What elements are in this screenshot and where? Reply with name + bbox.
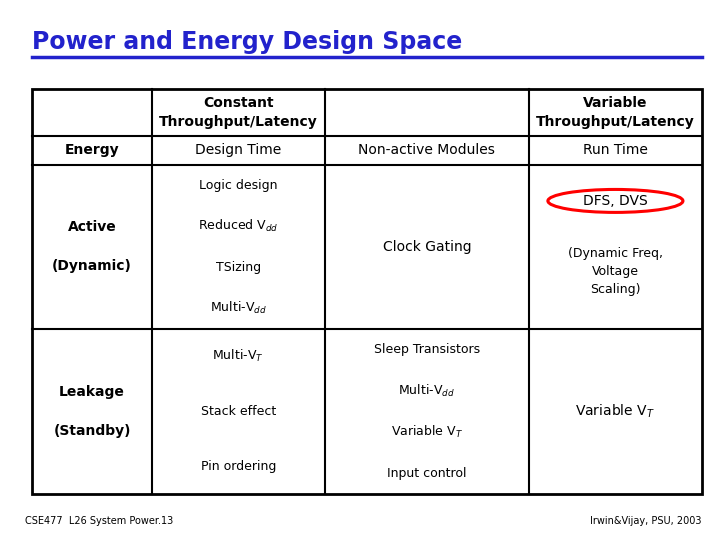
Text: Multi-V$_{dd}$: Multi-V$_{dd}$	[398, 383, 455, 399]
Text: Multi-V$_{T}$: Multi-V$_{T}$	[212, 348, 264, 364]
Text: (Dynamic Freq,
Voltage
Scaling): (Dynamic Freq, Voltage Scaling)	[568, 247, 663, 296]
Text: Multi-V$_{dd}$: Multi-V$_{dd}$	[210, 300, 266, 316]
Text: Logic design: Logic design	[199, 179, 277, 192]
Text: Energy: Energy	[65, 143, 120, 157]
Bar	[32, 89, 702, 494]
Text: Power and Energy Design Space: Power and Energy Design Space	[32, 30, 463, 53]
Text: Variable V$_{T}$: Variable V$_{T}$	[575, 403, 655, 420]
Text: Input control: Input control	[387, 467, 467, 480]
Text: Stack effect: Stack effect	[201, 405, 276, 418]
Text: CSE477  L26 System Power.13: CSE477 L26 System Power.13	[25, 516, 174, 526]
Text: DFS, DVS: DFS, DVS	[583, 194, 648, 208]
Text: Clock Gating: Clock Gating	[382, 240, 471, 254]
Text: Run Time: Run Time	[583, 143, 648, 157]
Text: Design Time: Design Time	[195, 143, 282, 157]
Text: Reduced V$_{dd}$: Reduced V$_{dd}$	[198, 218, 279, 234]
Text: Active

(Dynamic): Active (Dynamic)	[52, 220, 132, 273]
Text: Constant
Throughput/Latency: Constant Throughput/Latency	[159, 96, 318, 129]
Text: Sleep Transistors: Sleep Transistors	[374, 343, 480, 356]
Text: Non-active Modules: Non-active Modules	[359, 143, 495, 157]
Text: TSizing: TSizing	[216, 261, 261, 274]
Text: Variable
Throughput/Latency: Variable Throughput/Latency	[536, 96, 695, 129]
Text: Pin ordering: Pin ordering	[201, 460, 276, 473]
Text: Leakage

(Standby): Leakage (Standby)	[53, 385, 131, 438]
Text: Irwin&Vijay, PSU, 2003: Irwin&Vijay, PSU, 2003	[590, 516, 702, 526]
Text: Variable V$_{T}$: Variable V$_{T}$	[391, 424, 463, 440]
